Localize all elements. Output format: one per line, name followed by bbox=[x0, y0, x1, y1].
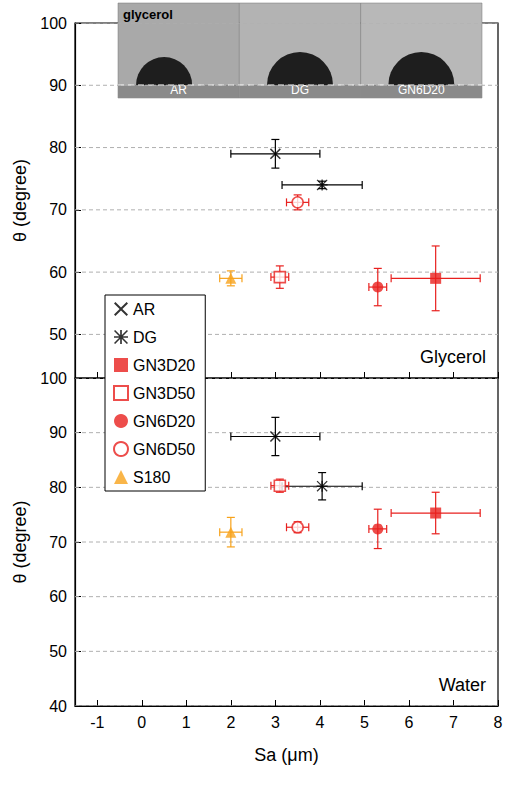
svg-text:90: 90 bbox=[49, 77, 67, 94]
svg-text:S180: S180 bbox=[133, 469, 170, 486]
svg-text:80: 80 bbox=[49, 139, 67, 156]
svg-text:100: 100 bbox=[40, 370, 67, 387]
svg-text:AR: AR bbox=[133, 301, 155, 318]
svg-text:70: 70 bbox=[49, 534, 67, 551]
svg-text:70: 70 bbox=[49, 201, 67, 218]
svg-text:8: 8 bbox=[494, 714, 503, 731]
svg-text:4: 4 bbox=[315, 714, 324, 731]
svg-text:50: 50 bbox=[49, 326, 67, 343]
svg-text:Water: Water bbox=[439, 675, 486, 695]
svg-text:1: 1 bbox=[182, 714, 191, 731]
svg-text:5: 5 bbox=[360, 714, 369, 731]
svg-text:60: 60 bbox=[49, 264, 67, 281]
svg-text:60: 60 bbox=[49, 588, 67, 605]
svg-text:glycerol: glycerol bbox=[123, 7, 173, 22]
svg-text:0: 0 bbox=[137, 714, 146, 731]
svg-text:GN3D20: GN3D20 bbox=[133, 357, 195, 374]
svg-text:2: 2 bbox=[226, 714, 235, 731]
svg-text:GN6D20: GN6D20 bbox=[133, 413, 195, 430]
svg-text:7: 7 bbox=[449, 714, 458, 731]
svg-text:θ (degree): θ (degree) bbox=[10, 500, 30, 583]
svg-text:3: 3 bbox=[271, 714, 280, 731]
svg-text:90: 90 bbox=[49, 424, 67, 441]
svg-text:Glycerol: Glycerol bbox=[420, 347, 486, 367]
svg-text:-1: -1 bbox=[90, 714, 104, 731]
svg-text:AR: AR bbox=[170, 83, 187, 97]
svg-text:40: 40 bbox=[49, 698, 67, 715]
svg-text:DG: DG bbox=[133, 329, 157, 346]
svg-text:θ (degree): θ (degree) bbox=[10, 159, 30, 242]
svg-text:100: 100 bbox=[40, 15, 67, 32]
svg-text:DG: DG bbox=[291, 83, 309, 97]
svg-text:GN3D50: GN3D50 bbox=[133, 385, 195, 402]
svg-text:GN6D20: GN6D20 bbox=[398, 83, 445, 97]
svg-text:Sa (μm): Sa (μm) bbox=[254, 745, 318, 765]
svg-text:80: 80 bbox=[49, 479, 67, 496]
svg-text:50: 50 bbox=[49, 643, 67, 660]
svg-text:6: 6 bbox=[404, 714, 413, 731]
svg-text:GN6D50: GN6D50 bbox=[133, 441, 195, 458]
